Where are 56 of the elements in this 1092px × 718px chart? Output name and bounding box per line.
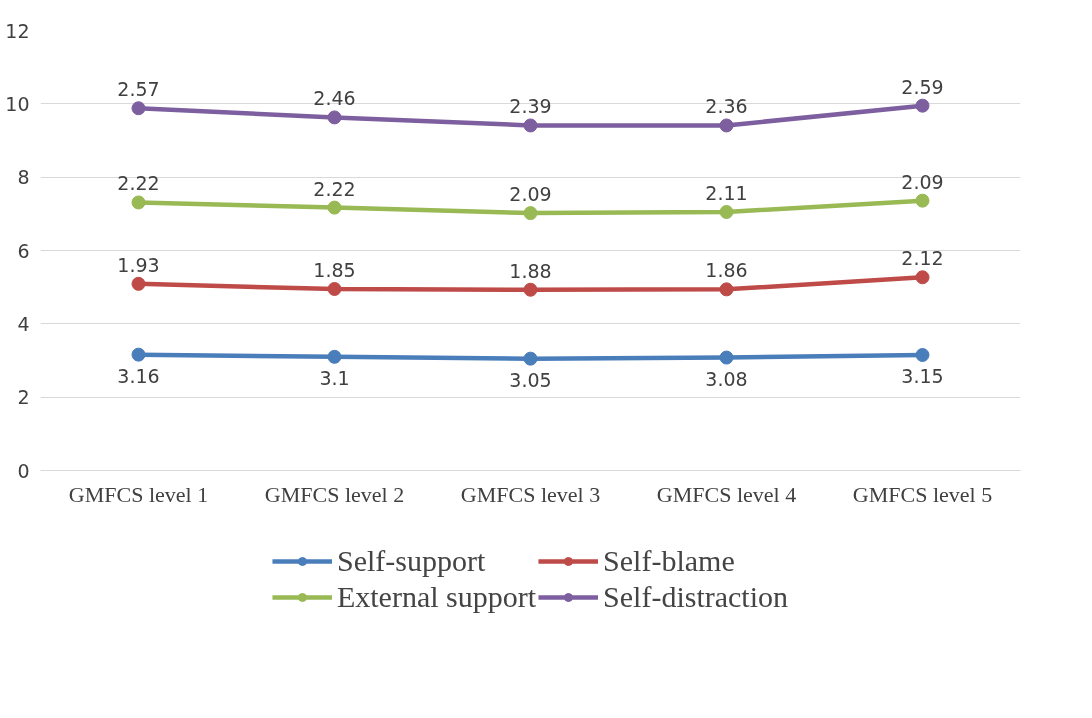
- y-tick-label: 10: [5, 92, 30, 115]
- point: [327, 110, 342, 125]
- annotation: 1.93: [117, 253, 160, 276]
- legend-label: Self-support: [336, 544, 486, 578]
- point: [523, 206, 538, 221]
- point: [523, 282, 538, 297]
- y-tick-label: 4: [17, 312, 30, 335]
- y-tick-label: 12: [5, 19, 30, 42]
- annotation: 2.59: [901, 75, 944, 98]
- annotation: 2.22: [117, 172, 160, 195]
- annotation: 1.88: [509, 259, 552, 282]
- x-tick-label: GMFCS level 1: [68, 481, 209, 507]
- legend-label: Self-blame: [603, 544, 735, 578]
- data-label: 3.1: [319, 366, 350, 389]
- annotation: 2.22: [313, 177, 356, 200]
- x-tick-label: GMFCS level 5: [852, 481, 993, 507]
- annotation: 2.11: [705, 182, 748, 204]
- point: [523, 351, 538, 366]
- point: [523, 118, 538, 133]
- data-label: 3.05: [509, 368, 552, 391]
- point: [719, 282, 734, 297]
- data-label: 3.15: [901, 365, 944, 387]
- point: [915, 270, 930, 285]
- annotation: 2.36: [705, 95, 748, 118]
- point: [719, 118, 734, 133]
- point: [131, 347, 146, 362]
- data-label: 3.08: [705, 367, 748, 390]
- y-tick-label: 0: [17, 459, 30, 482]
- x-tick-label: GMFCS level 2: [264, 481, 405, 507]
- annotation: 1.85: [313, 259, 356, 281]
- annotation: 2.09: [509, 183, 552, 206]
- y-tick-label: 8: [17, 166, 30, 189]
- point: [131, 101, 146, 116]
- annotation: 2.39: [509, 95, 552, 118]
- point: [131, 195, 146, 210]
- point: [915, 348, 930, 362]
- x-tick-label: GMFCS level 3: [460, 481, 601, 507]
- y-tick-label: 6: [17, 239, 30, 262]
- point: [327, 282, 342, 296]
- y-tick-label: 2: [17, 386, 30, 409]
- legend-label: External support: [336, 580, 537, 614]
- legend-label: Self-distraction: [603, 580, 789, 614]
- point: [915, 193, 930, 208]
- point: [131, 276, 146, 291]
- annotation: 1.86: [705, 259, 748, 282]
- point: [719, 205, 734, 219]
- x-tick-label: GMFCS level 4: [656, 481, 797, 507]
- annotation: 2.46: [313, 87, 356, 110]
- point: [327, 349, 342, 364]
- annotation: 2.57: [117, 78, 160, 101]
- annotation: 2.12: [901, 247, 944, 270]
- point: [719, 350, 734, 365]
- annotation: 2.09: [901, 170, 944, 193]
- point: [915, 98, 930, 113]
- point: [327, 200, 342, 215]
- data-label: 3.16: [117, 364, 160, 387]
